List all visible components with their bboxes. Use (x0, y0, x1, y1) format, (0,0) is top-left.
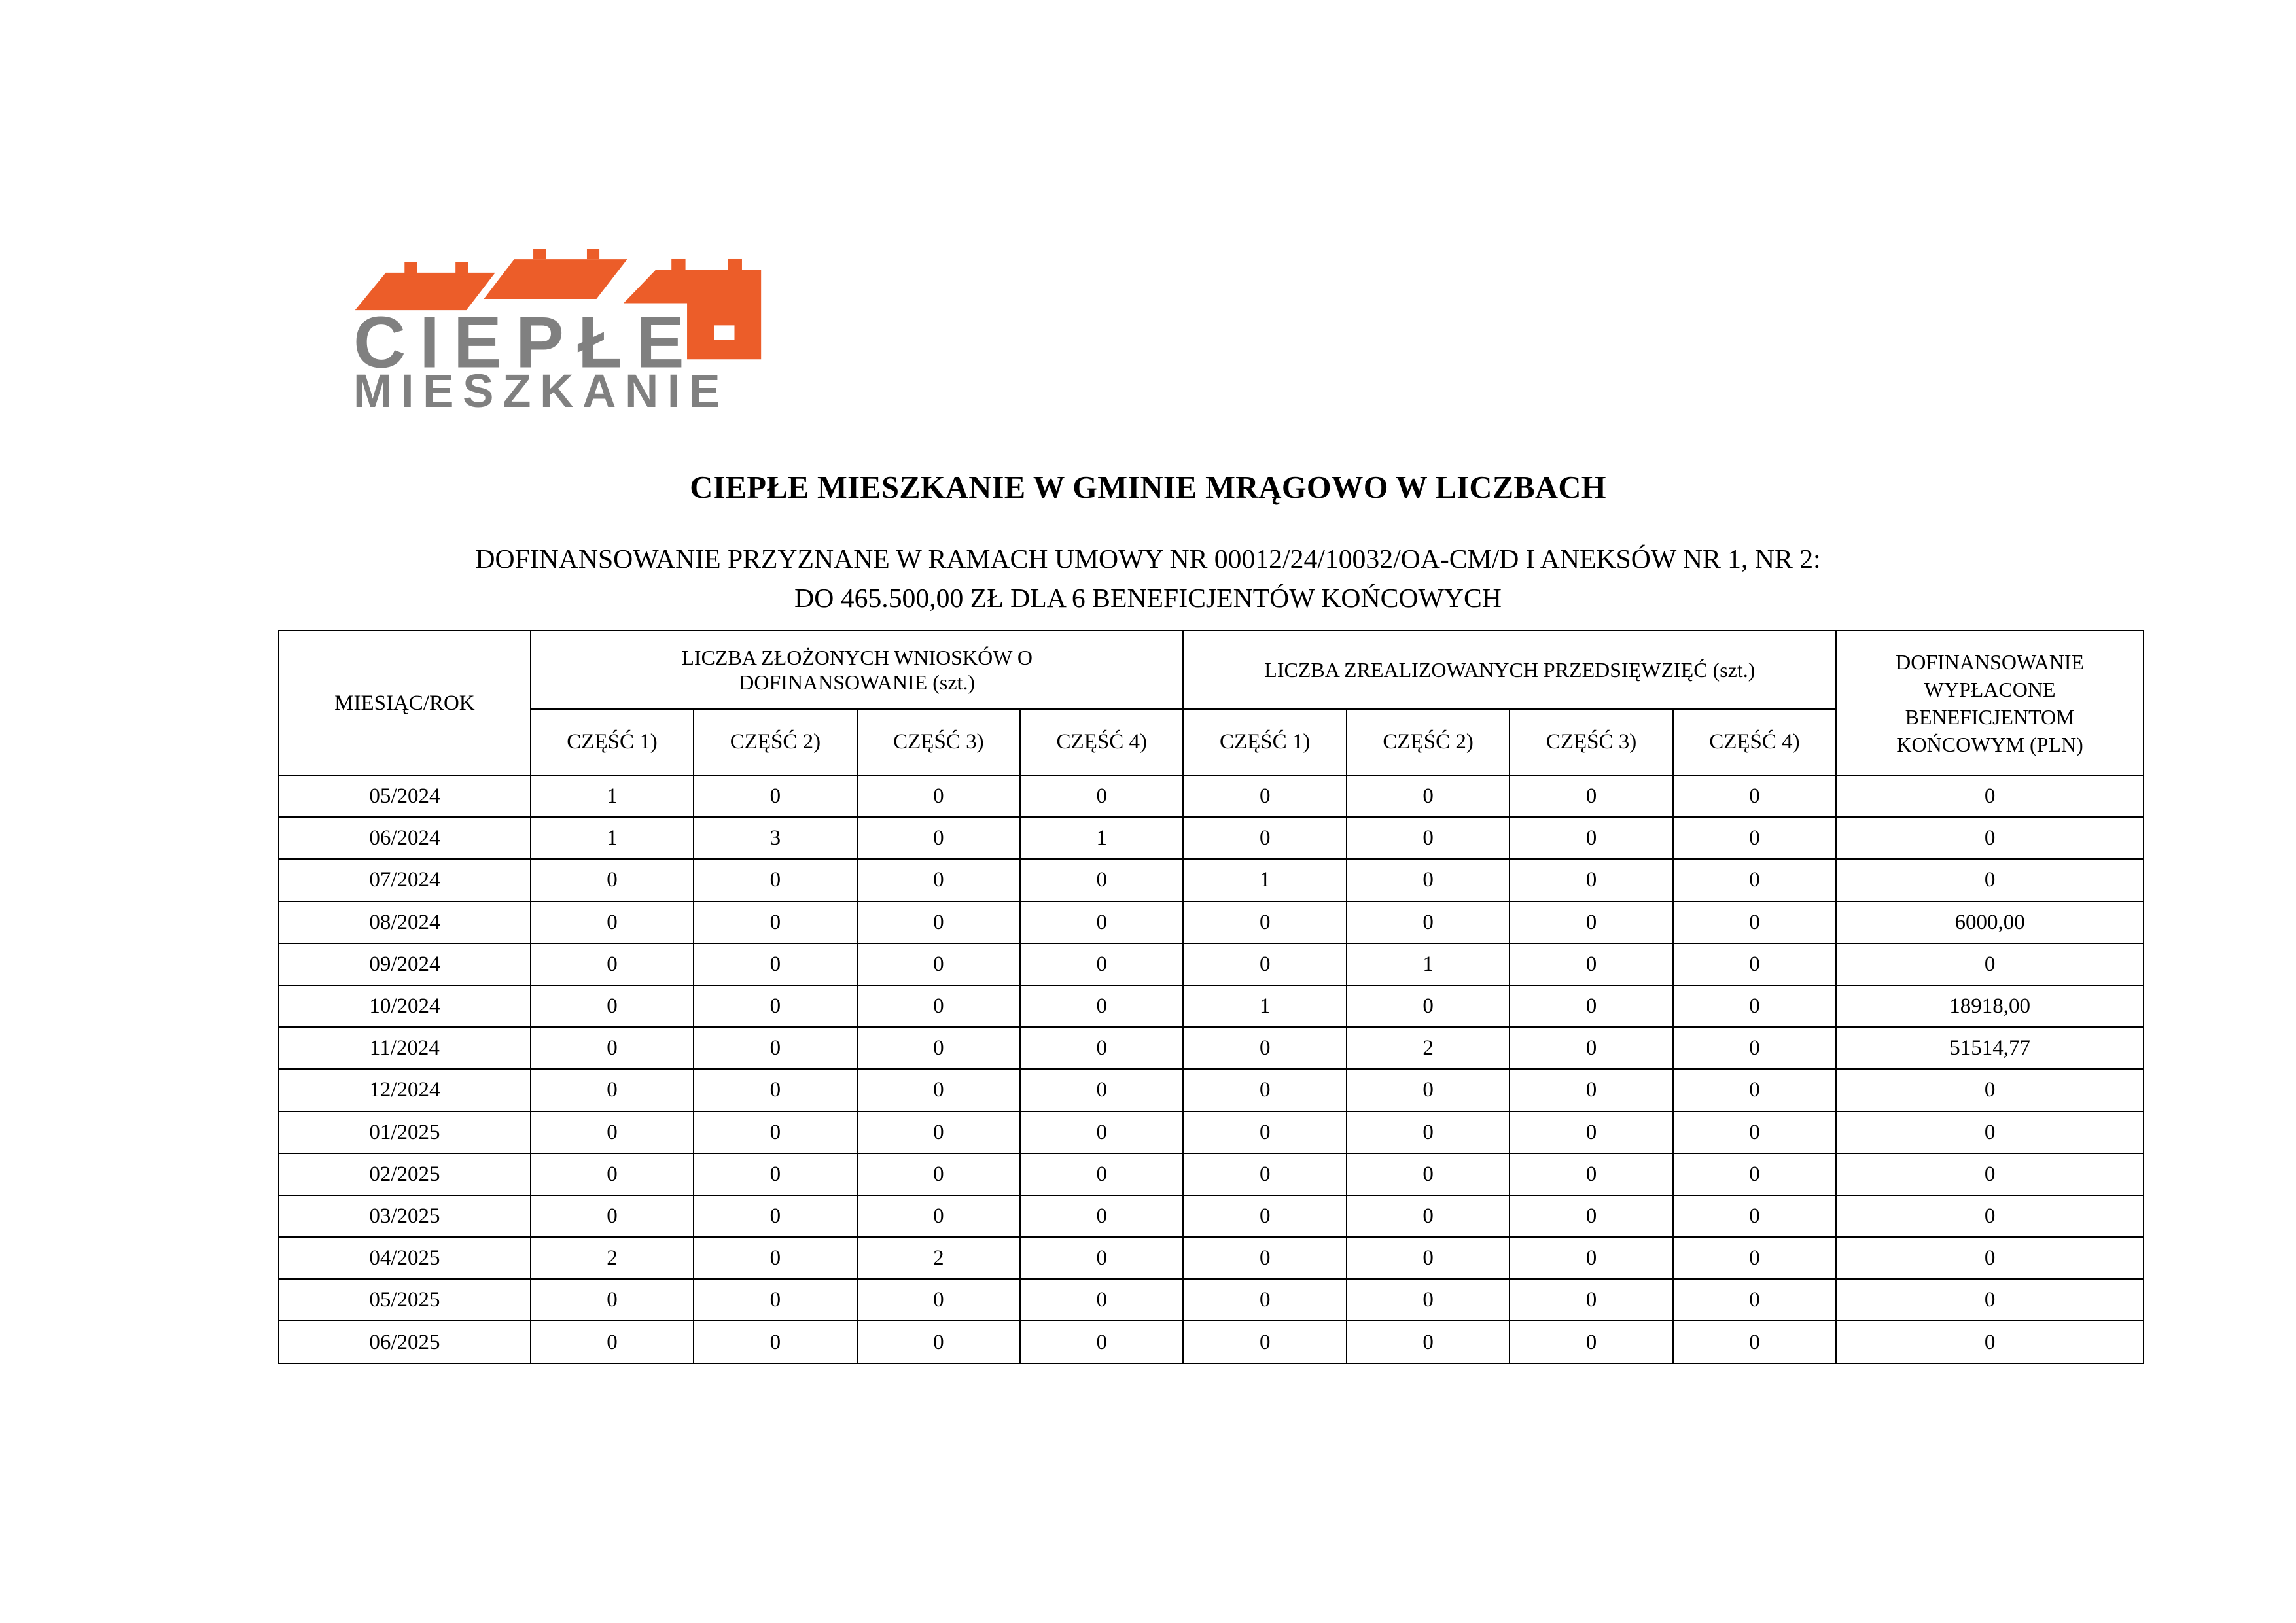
svg-text:MIESZKANIE: MIESZKANIE (353, 366, 729, 417)
